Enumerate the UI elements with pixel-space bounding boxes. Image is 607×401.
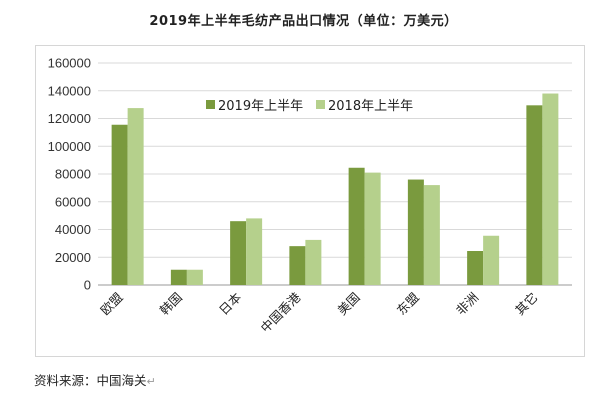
bar-series1 [230, 221, 247, 285]
gridlines [98, 62, 572, 286]
x-category-label: 日本 [216, 289, 245, 318]
bar-series2 [423, 185, 440, 285]
legend: 2019年上半年 2018年上半年 [206, 99, 413, 114]
y-axis-tick-labels: 0 20000 40000 60000 80000 100000 120000 140000 1… [48, 56, 91, 293]
chart-title: 2019年上半年毛纺产品出口情况（单位：万美元） [149, 14, 458, 29]
bar-series2 [305, 239, 322, 285]
bar-series1 [348, 167, 365, 285]
bar-series2 [483, 235, 500, 285]
y-tick-label: 160000 [48, 56, 91, 71]
source-text: 资料来源：中国海关 [34, 373, 147, 388]
bar-series1 [170, 269, 187, 285]
x-category-label: 中国香港 [258, 289, 304, 335]
x-category-label: 韩国 [157, 290, 185, 318]
x-category-label: 非洲 [453, 290, 481, 318]
y-tick-label: 80000 [55, 167, 91, 182]
bar-series1 [111, 124, 128, 286]
bar-series2 [364, 172, 381, 285]
y-tick-label: 100000 [48, 139, 91, 154]
x-category-label: 其它 [512, 290, 540, 318]
y-tick-label: 0 [84, 278, 91, 293]
y-tick-label: 140000 [48, 83, 91, 98]
legend-swatch [206, 100, 215, 109]
y-tick-label: 120000 [48, 111, 91, 126]
bars [111, 93, 559, 286]
bar-series2 [246, 218, 263, 285]
bar-series1 [526, 105, 543, 285]
bar-series1 [289, 246, 306, 285]
return-mark: ↵ [146, 375, 156, 388]
legend-label: 2019年上半年 [218, 99, 303, 114]
y-tick-label: 20000 [55, 250, 91, 265]
legend-swatch [316, 100, 325, 109]
x-axis-category-labels: 欧盟 韩国 日本 中国香港 美国 东盟 非洲 其它 [97, 289, 540, 335]
source-note: 资料来源：中国海关↵ [34, 370, 156, 389]
bar-series1 [407, 179, 424, 285]
x-category-label: 欧盟 [97, 290, 125, 318]
bar-series2 [127, 108, 144, 285]
bar-series1 [467, 251, 484, 285]
x-category-label: 美国 [334, 290, 362, 318]
bar-series2 [186, 269, 203, 285]
x-category-label: 东盟 [394, 290, 422, 318]
legend-label: 2018年上半年 [328, 99, 413, 114]
y-tick-label: 40000 [55, 222, 91, 237]
bar-series2 [542, 93, 559, 286]
y-tick-label: 60000 [55, 194, 91, 209]
